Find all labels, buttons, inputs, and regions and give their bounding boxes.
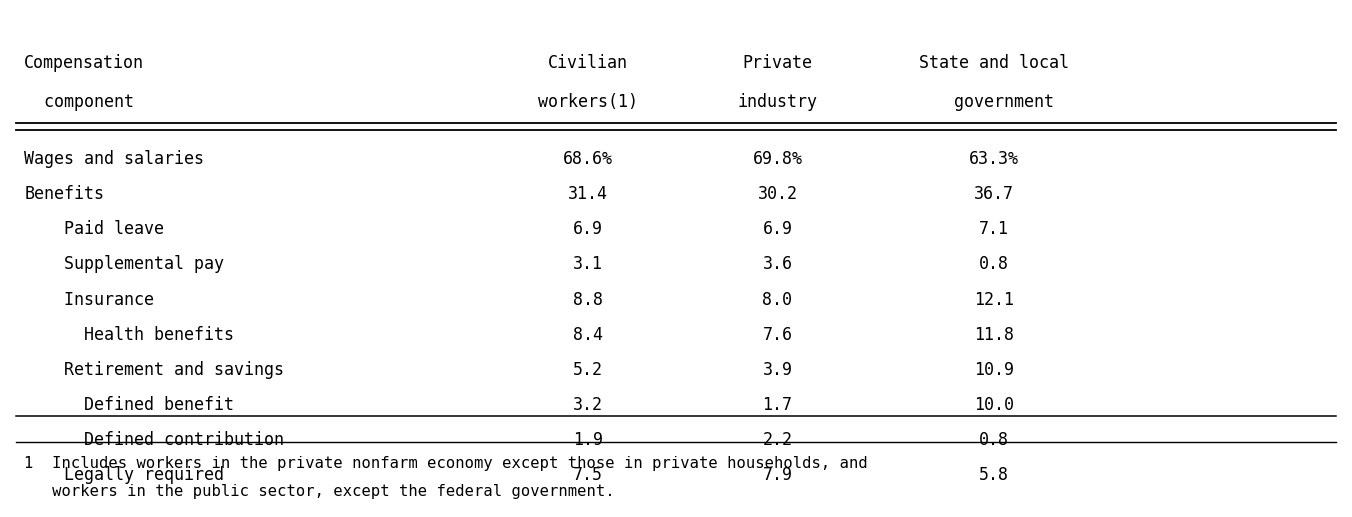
Text: workers(1): workers(1) <box>538 93 638 111</box>
Text: government: government <box>934 93 1053 111</box>
Text: 30.2: 30.2 <box>757 185 798 203</box>
Text: 0.8: 0.8 <box>979 431 1009 449</box>
Text: State and local: State and local <box>919 54 1068 72</box>
Text: 0.8: 0.8 <box>979 255 1009 273</box>
Text: Civilian: Civilian <box>548 54 629 72</box>
Text: 3.1: 3.1 <box>573 255 603 273</box>
Text: 6.9: 6.9 <box>573 220 603 238</box>
Text: 5.8: 5.8 <box>979 466 1009 484</box>
Text: Defined benefit: Defined benefit <box>24 396 234 414</box>
Text: Benefits: Benefits <box>24 185 104 203</box>
Text: 10.0: 10.0 <box>973 396 1014 414</box>
Text: Retirement and savings: Retirement and savings <box>24 361 284 379</box>
Text: 68.6%: 68.6% <box>564 150 612 168</box>
Text: 69.8%: 69.8% <box>753 150 802 168</box>
Text: 1.9: 1.9 <box>573 431 603 449</box>
Text: Wages and salaries: Wages and salaries <box>24 150 204 168</box>
Text: 6.9: 6.9 <box>763 220 792 238</box>
Text: 7.9: 7.9 <box>763 466 792 484</box>
Text: 1.7: 1.7 <box>763 396 792 414</box>
Text: 3.6: 3.6 <box>763 255 792 273</box>
Text: 12.1: 12.1 <box>973 291 1014 309</box>
Text: industry: industry <box>737 93 818 111</box>
Text: component: component <box>24 93 134 111</box>
Text: Health benefits: Health benefits <box>24 326 234 344</box>
Text: 1  Includes workers in the private nonfarm economy except those in private house: 1 Includes workers in the private nonfar… <box>24 456 868 471</box>
Text: Compensation: Compensation <box>24 54 145 72</box>
Text: 2.2: 2.2 <box>763 431 792 449</box>
Text: 36.7: 36.7 <box>973 185 1014 203</box>
Text: 63.3%: 63.3% <box>969 150 1018 168</box>
Text: Paid leave: Paid leave <box>24 220 165 238</box>
Text: 7.6: 7.6 <box>763 326 792 344</box>
Text: 11.8: 11.8 <box>973 326 1014 344</box>
Text: 3.9: 3.9 <box>763 361 792 379</box>
Text: 8.4: 8.4 <box>573 326 603 344</box>
Text: Insurance: Insurance <box>24 291 154 309</box>
Text: 7.1: 7.1 <box>979 220 1009 238</box>
Text: 10.9: 10.9 <box>973 361 1014 379</box>
Text: 8.0: 8.0 <box>763 291 792 309</box>
Text: Defined contribution: Defined contribution <box>24 431 284 449</box>
Text: 3.2: 3.2 <box>573 396 603 414</box>
Text: Legally required: Legally required <box>24 466 224 484</box>
Text: Supplemental pay: Supplemental pay <box>24 255 224 273</box>
Text: 31.4: 31.4 <box>568 185 608 203</box>
Text: 5.2: 5.2 <box>573 361 603 379</box>
Text: 7.5: 7.5 <box>573 466 603 484</box>
Text: 8.8: 8.8 <box>573 291 603 309</box>
Text: Private: Private <box>742 54 813 72</box>
Text: workers in the public sector, except the federal government.: workers in the public sector, except the… <box>24 484 615 499</box>
